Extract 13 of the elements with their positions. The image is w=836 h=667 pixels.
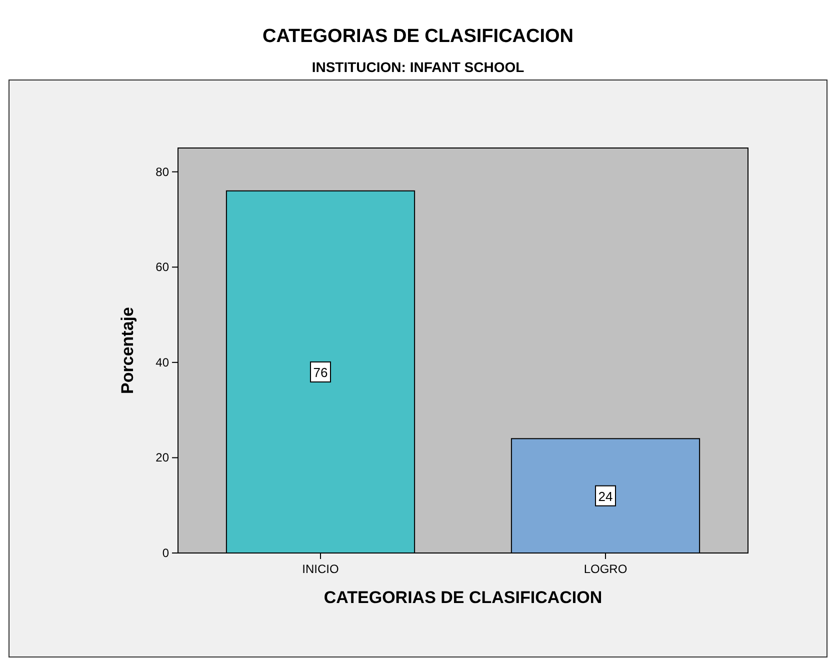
chart-title: CATEGORIAS DE CLASIFICACION bbox=[262, 26, 574, 47]
y-axis-title: Porcentaje bbox=[118, 307, 137, 394]
x-tick-label: LOGRO bbox=[584, 562, 628, 576]
y-tick-label: 20 bbox=[156, 450, 170, 465]
y-tick-label: 60 bbox=[156, 260, 170, 274]
x-axis-title: CATEGORIAS DE CLASIFICACION bbox=[324, 588, 602, 607]
data-label: 76 bbox=[313, 364, 328, 380]
y-tick-label: 0 bbox=[162, 546, 170, 560]
x-tick-label: INICIO bbox=[302, 562, 339, 576]
chart-subtitle: INSTITUCION: INFANT SCHOOL bbox=[312, 59, 525, 75]
y-tick-label: 80 bbox=[156, 164, 170, 179]
data-label: 24 bbox=[598, 488, 613, 504]
y-tick-label: 40 bbox=[156, 355, 170, 370]
